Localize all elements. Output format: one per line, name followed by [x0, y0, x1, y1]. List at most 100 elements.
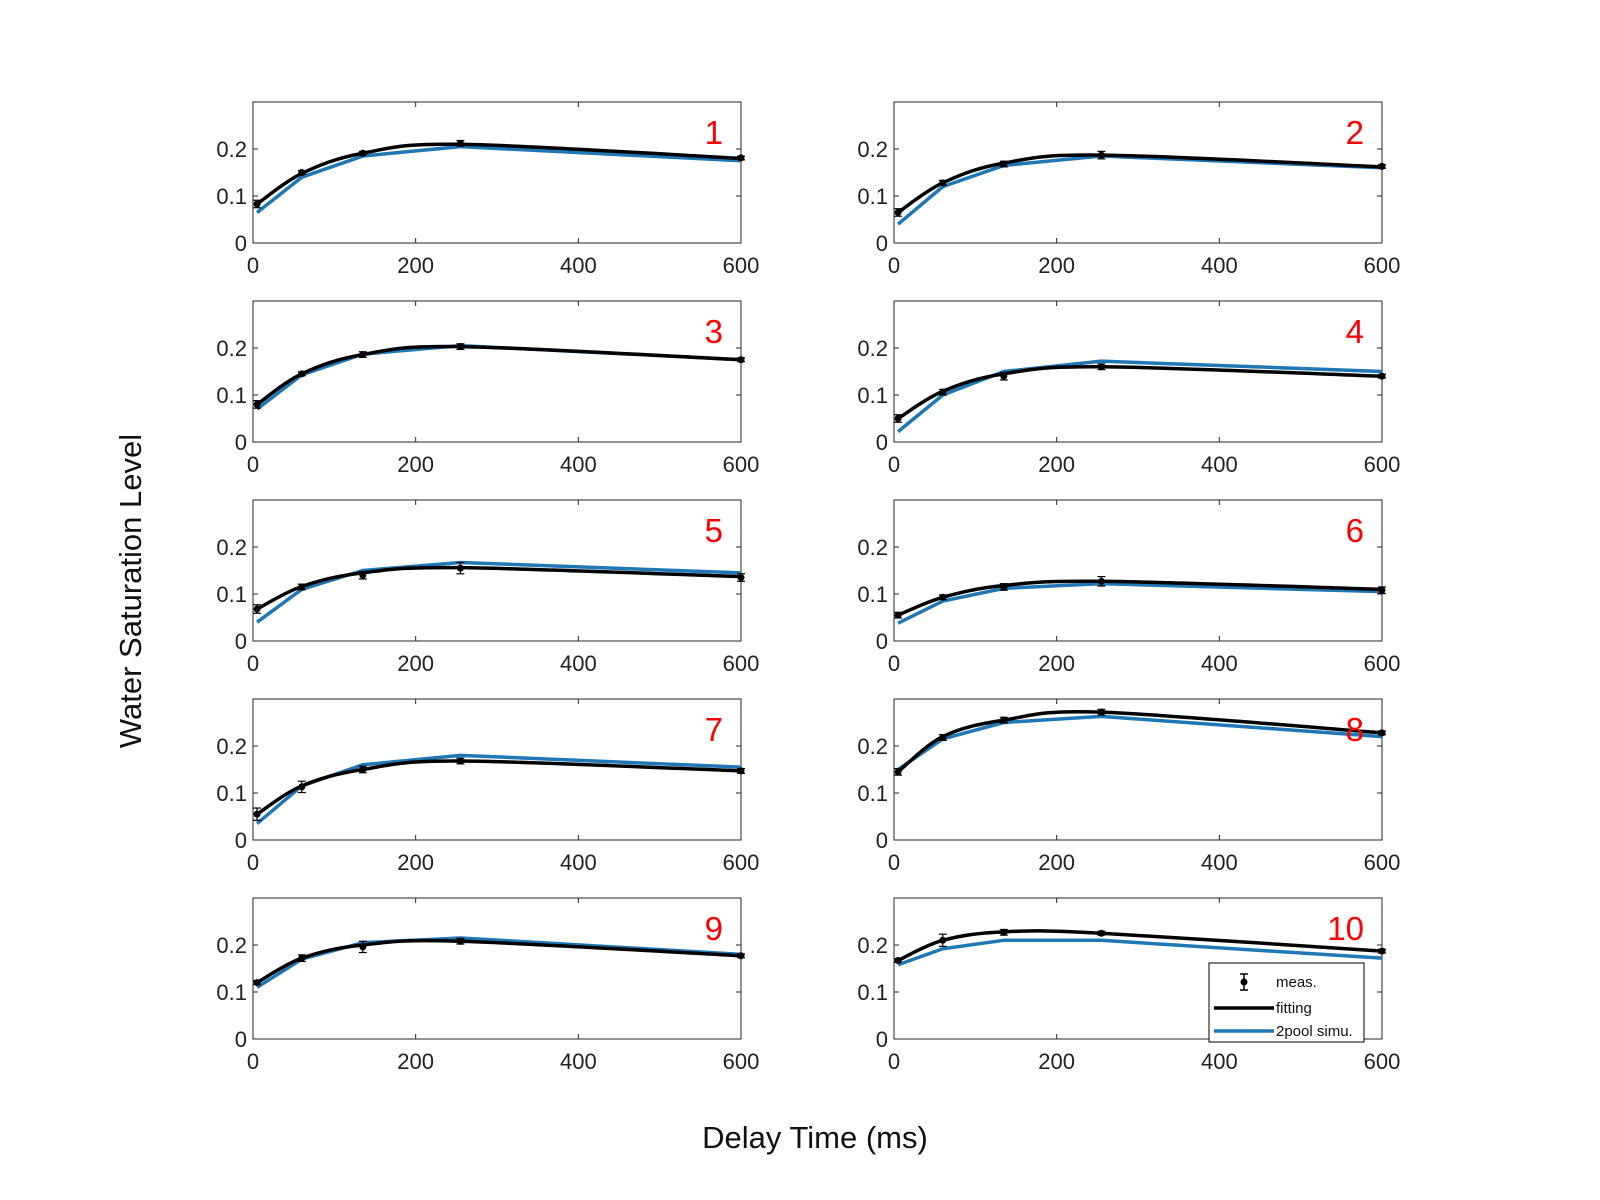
- panel-number-label: 10: [1327, 910, 1364, 947]
- panel-number-label: 7: [705, 711, 723, 748]
- y-tick-label: 0.1: [857, 383, 888, 408]
- y-tick-label: 0.2: [216, 535, 247, 560]
- x-tick-label: 400: [560, 850, 597, 875]
- chart-panel-9: 0 200 400 600 0 0.1 0.2 9: [216, 897, 759, 1074]
- y-tick-label: 0.1: [216, 781, 247, 806]
- y-tick-label: 0.1: [216, 184, 247, 209]
- x-tick-label: 400: [1201, 850, 1238, 875]
- panel-number-label: 3: [705, 313, 723, 350]
- chart-panel-8: 0 200 400 600 0 0.1 0.2 8: [857, 698, 1401, 875]
- x-tick-label: 200: [1038, 850, 1075, 875]
- data-point-meas: [359, 571, 367, 579]
- panel-number-label: 4: [1346, 313, 1364, 350]
- data-point-meas: [456, 564, 464, 572]
- data-point-meas: [456, 757, 464, 765]
- x-tick-label: 600: [1364, 651, 1401, 676]
- data-point-meas: [253, 979, 261, 987]
- y-tick-label: 0.1: [857, 184, 888, 209]
- y-tick-label: 0.2: [857, 933, 888, 958]
- series-line-simulation: [255, 753, 742, 825]
- data-point-meas: [1378, 586, 1386, 594]
- x-tick-label: 400: [560, 452, 597, 477]
- x-tick-label: 400: [1201, 253, 1238, 278]
- y-tick-label: 0.2: [216, 734, 247, 759]
- series-line-simulation: [897, 938, 1383, 967]
- y-tick-label: 0: [876, 231, 888, 256]
- x-tick-label: 600: [1364, 452, 1401, 477]
- data-point-meas: [1000, 372, 1008, 380]
- data-point-meas: [737, 952, 745, 960]
- legend-label-fitting: fitting: [1276, 1000, 1312, 1017]
- x-tick-label: 600: [1364, 1049, 1401, 1074]
- y-tick-label: 0: [876, 828, 888, 853]
- data-point-meas: [253, 400, 261, 408]
- x-tick-label: 400: [560, 651, 597, 676]
- data-point-meas: [253, 605, 261, 613]
- x-tick-label: 0: [888, 850, 900, 875]
- x-tick-label: 600: [1364, 850, 1401, 875]
- series-line-simulation: [896, 359, 1383, 434]
- x-tick-label: 600: [723, 253, 760, 278]
- data-point-meas: [1000, 716, 1008, 724]
- data-point-meas: [1097, 577, 1105, 585]
- data-point-meas: [737, 574, 745, 582]
- data-point-meas: [1097, 708, 1105, 716]
- plot-frame: [893, 698, 1383, 841]
- data-point-meas: [456, 937, 464, 945]
- x-tick-label: 600: [723, 850, 760, 875]
- x-tick-label: 200: [397, 850, 434, 875]
- data-point-meas: [456, 343, 464, 351]
- panel-number-label: 9: [705, 910, 723, 947]
- data-point-meas: [1097, 929, 1105, 937]
- plot-frame: [252, 300, 742, 443]
- y-tick-label: 0.1: [857, 582, 888, 607]
- data-point-meas: [298, 583, 306, 591]
- panel-number-label: 1: [705, 114, 723, 151]
- x-tick-label: 400: [1201, 651, 1238, 676]
- x-tick-label: 0: [247, 651, 259, 676]
- y-tick-label: 0.1: [216, 383, 247, 408]
- data-point-meas: [359, 351, 367, 359]
- y-tick-label: 0.2: [216, 933, 247, 958]
- legend-marker-meas: [1240, 973, 1248, 991]
- series-line-fitting: [256, 938, 742, 985]
- data-point-meas: [939, 593, 947, 601]
- y-axis-title: Water Saturation Level: [113, 434, 148, 748]
- x-tick-label: 200: [397, 452, 434, 477]
- data-point-meas: [1097, 151, 1105, 159]
- data-point-meas: [1378, 947, 1386, 955]
- y-tick-label: 0.2: [216, 137, 247, 162]
- data-point-meas: [894, 768, 902, 776]
- data-point-meas: [737, 154, 745, 162]
- plot-frame: [252, 698, 742, 841]
- data-point-meas: [298, 370, 306, 378]
- panel-number-label: 8: [1346, 711, 1364, 748]
- y-tick-label: 0.1: [857, 980, 888, 1005]
- chart-panel-3: 0 200 400 600 0 0.1 0.2 3: [216, 300, 759, 477]
- data-point-meas: [1378, 162, 1386, 170]
- chart-panel-5: 0 200 400 600 0 0.1 0.2 5: [216, 499, 759, 676]
- x-tick-label: 400: [1201, 452, 1238, 477]
- plot-frame: [252, 101, 742, 244]
- data-point-meas: [359, 766, 367, 773]
- data-point-meas: [253, 810, 261, 818]
- x-tick-label: 200: [1038, 253, 1075, 278]
- x-tick-label: 0: [247, 1049, 259, 1074]
- data-point-meas: [894, 611, 902, 619]
- data-point-meas: [894, 208, 902, 216]
- chart-panel-7: 0 200 400 600 0 0.1 0.2 7: [216, 698, 760, 875]
- data-point-meas: [939, 734, 947, 742]
- y-tick-label: 0.1: [216, 582, 247, 607]
- y-tick-label: 0.1: [857, 781, 888, 806]
- data-point-meas: [359, 943, 367, 951]
- y-tick-label: 0.2: [216, 336, 247, 361]
- y-tick-label: 0: [876, 629, 888, 654]
- y-tick-label: 0.2: [857, 137, 888, 162]
- x-tick-label: 0: [888, 651, 900, 676]
- data-point-meas: [737, 356, 745, 364]
- legend-label-simulation: 2pool simu.: [1276, 1023, 1353, 1040]
- y-tick-label: 0.2: [857, 535, 888, 560]
- data-point-meas: [894, 415, 902, 422]
